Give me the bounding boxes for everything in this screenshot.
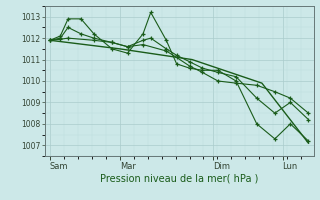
X-axis label: Pression niveau de la mer( hPa ): Pression niveau de la mer( hPa ) (100, 173, 258, 183)
